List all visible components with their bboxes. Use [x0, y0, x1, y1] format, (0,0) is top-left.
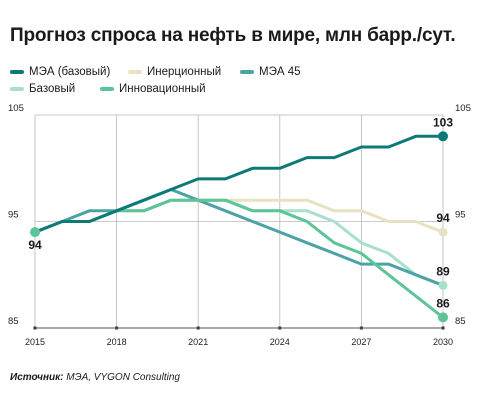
series-lines — [33, 134, 445, 319]
x-tick-label-2021: 2021 — [188, 337, 208, 347]
source-text: МЭА, VYGON Consulting — [66, 372, 180, 383]
source-note: Источник: МЭА, VYGON Consulting — [10, 372, 180, 383]
legend-label-inertial: Инерционный — [147, 66, 222, 78]
end-marker-2 — [438, 227, 448, 237]
legend-swatch-inertial — [128, 70, 142, 74]
legend-item-innovative: Инновационный — [100, 83, 206, 95]
end-marker-4 — [438, 312, 448, 323]
data-label-4: 86 — [436, 296, 450, 310]
end-marker-0 — [30, 227, 40, 238]
legend-item-iea-base: МЭА (базовый) — [10, 66, 110, 78]
legend-swatch-iea-base — [10, 70, 24, 74]
data-label-0: 94 — [28, 238, 42, 252]
legend-item-inertial: Инерционный — [128, 66, 221, 78]
legend-label-base: Базовый — [29, 83, 76, 95]
legend-swatch-innovative — [100, 87, 114, 91]
legend-label-iea-base: МЭА (базовый) — [29, 66, 111, 78]
x-tick-label-2024: 2024 — [270, 337, 290, 347]
end-marker-1 — [438, 131, 448, 142]
data-label-1: 103 — [433, 115, 453, 129]
source-label: Источник: — [10, 372, 64, 383]
data-label-2: 94 — [436, 211, 450, 225]
legend-label-iea-45: МЭА 45 — [259, 66, 301, 78]
x-tick-label-2018: 2018 — [107, 337, 127, 347]
legend-label-innovative: Инновационный — [119, 83, 206, 95]
y-tick-label-right-85: 85 — [455, 316, 466, 327]
legend-item-base: Базовый — [10, 83, 75, 95]
y-tick-label-right-95: 95 — [455, 210, 466, 221]
legend-item-iea-45: МЭА 45 — [240, 66, 301, 78]
end-markers — [30, 131, 448, 323]
y-tick-label-right-105: 105 — [455, 103, 471, 114]
series-line-0 — [33, 134, 445, 234]
legend-swatch-iea-45 — [240, 70, 254, 74]
y-tick-label-left-105: 105 — [8, 103, 24, 114]
legend-swatch-base — [10, 87, 24, 91]
end-marker-3 — [438, 280, 448, 290]
data-label-3: 89 — [436, 264, 450, 278]
y-tick-label-left-85: 85 — [8, 316, 19, 327]
x-tick-label-2027: 2027 — [351, 337, 371, 347]
chart-title: Прогноз спроса на нефть в мире, млн барр… — [10, 25, 456, 46]
series-line-3 — [33, 198, 445, 287]
y-tick-label-left-95: 95 — [8, 210, 19, 221]
x-tick-label-2015: 2015 — [25, 337, 45, 347]
x-tick-label-2030: 2030 — [433, 337, 453, 347]
data-labels: 94 103 94 89 86 — [28, 115, 453, 310]
